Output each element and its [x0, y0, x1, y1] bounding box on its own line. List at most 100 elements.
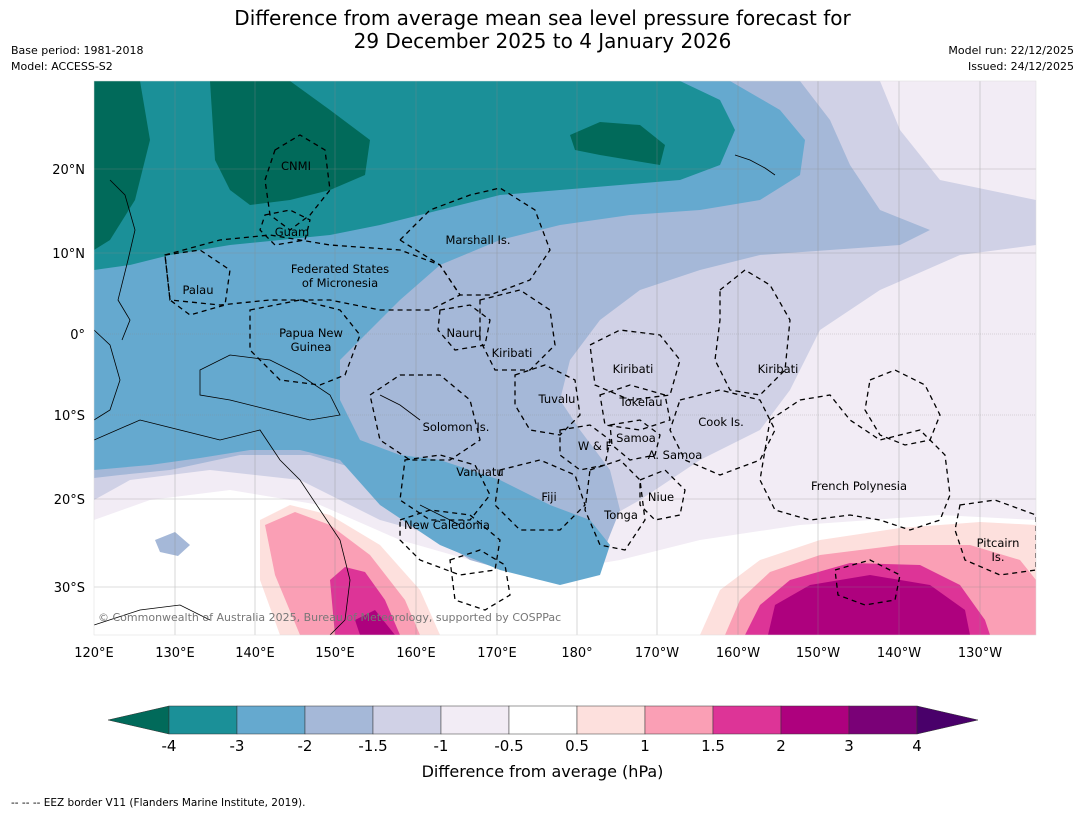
contour-plus-2-se [768, 575, 970, 635]
label-kiribati-east: Kiribati [758, 362, 799, 376]
y-tick-label: 30°S [54, 581, 85, 596]
contour-plus-1-5-sw [330, 567, 400, 635]
colorbar-under-arrow [107, 705, 170, 735]
coast-tasmania [94, 604, 211, 626]
label-palau: Palau [183, 283, 214, 297]
eez-cnmi [264, 134, 331, 231]
colorbar-segment [576, 705, 646, 735]
label-fsm-2: of Micronesia [302, 276, 378, 290]
colorbar-over-arrow [916, 705, 979, 735]
colorbar-segment [780, 705, 850, 735]
colorbar-segment [508, 705, 578, 735]
colorbar-segment [644, 705, 714, 735]
eez-pitcairn-south [834, 559, 901, 606]
coast-borneo [94, 329, 121, 421]
coast-new-caledonia [419, 504, 461, 526]
label-fiji: Fiji [541, 490, 556, 504]
colorbar-tick-label: -0.5 [494, 737, 523, 755]
colorbar-segment [236, 705, 306, 735]
colorbar-tick-label: 3 [844, 737, 854, 755]
x-tick-label: 170°E [477, 646, 517, 661]
eez-kiribati-e [714, 269, 791, 396]
eez-new-caledonia [399, 509, 501, 576]
eez-fr-polynesia [759, 394, 951, 531]
colorbar-tick-label: -2 [298, 737, 313, 755]
eez-guam [259, 209, 311, 246]
colorbar-segment [168, 705, 238, 735]
label-png-2: Guinea [291, 340, 332, 354]
x-tick-label: 170°W [635, 646, 679, 661]
label-png-1: Papua New [279, 326, 343, 340]
x-tick-label: 160°W [716, 646, 760, 661]
title-line-1: Difference from average mean sea level p… [234, 6, 851, 30]
eez-nauru [437, 304, 491, 351]
y-tick-label: 10°N [52, 247, 85, 262]
base-period: Base period: 1981-2018 [11, 44, 144, 57]
eez-marshall [398, 187, 551, 296]
eez-kiribati-w [479, 289, 556, 371]
colorbar-tick-label: -3 [230, 737, 245, 755]
colorbar-tick-label: 0.5 [565, 737, 589, 755]
colorbar-tick-label: -1 [434, 737, 449, 755]
label-cnmi: CNMI [281, 159, 311, 173]
contour-minus-4-west [210, 81, 370, 205]
label-kiribati-west: Kiribati [492, 346, 533, 360]
meta-left: Base period: 1981-2018 Model: ACCESS-S2 [11, 43, 143, 75]
coast-solomons [379, 394, 421, 421]
label-niue: Niue [648, 490, 674, 504]
eez-tonga [584, 459, 646, 551]
x-tick-label: 160°E [396, 646, 436, 661]
colorbar-segment [372, 705, 442, 735]
x-tick-label: 130°W [958, 646, 1002, 661]
eez-tuvalu [514, 364, 581, 436]
x-tick-label: 140°E [235, 646, 275, 661]
y-tick-label: 0° [70, 328, 85, 343]
eez-tokelau [599, 384, 671, 431]
eez-fr-polynesia-n [864, 369, 941, 446]
coast-hawaii [734, 154, 776, 176]
label-samoa: Samoa [616, 431, 656, 445]
colorbar-tick-label: 4 [912, 737, 922, 755]
coast-new-guinea [199, 354, 341, 421]
copyright-notice: © Commonwealth of Australia 2025, Bureau… [98, 611, 561, 624]
label-pitcairn-2: Is. [991, 550, 1004, 564]
eez-fiji [494, 459, 586, 531]
contour-plus-2-sw [355, 610, 395, 635]
x-tick-label: 130°E [155, 646, 195, 661]
colorbar: -4 -3 -2 -1.5 -1 -0.5 0.5 1 1.5 2 3 4 [107, 705, 979, 755]
label-nauru: Nauru [447, 326, 482, 340]
gridlines [94, 81, 1036, 635]
model-run: Model run: 22/12/2025 [948, 44, 1074, 57]
eez-footnote: -- -- -- EEZ border V11 (Flanders Marine… [11, 797, 306, 809]
colorbar-segments [168, 705, 918, 735]
coast-australia [94, 419, 351, 635]
coastlines [94, 154, 776, 635]
label-french-polynesia: French Polynesia [811, 479, 907, 493]
colorbar-tick-label: -1.5 [358, 737, 387, 755]
x-tick-label: 140°W [877, 646, 921, 661]
label-wf: W & F [578, 439, 612, 453]
contour-minus-4-coast [94, 81, 150, 250]
x-tick-label: 150°W [796, 646, 840, 661]
x-tick-label: 120°E [74, 646, 114, 661]
colorbar-segment [712, 705, 782, 735]
label-guam: Guam [275, 225, 309, 239]
colorbar-segment [440, 705, 510, 735]
coast-philippines [109, 179, 136, 341]
eez-solomon [369, 374, 481, 461]
label-marshall: Marshall Is. [445, 233, 510, 247]
colorbar-segment [848, 705, 918, 735]
y-axis-labels: 20°N 10°N 0° 10°S 20°S 30°S [52, 163, 85, 596]
label-cook: Cook Is. [698, 415, 743, 429]
eez-borders [164, 134, 1036, 611]
eez-fsm [164, 234, 461, 311]
place-labels: CNMI Guam Marshall Is. Palau Federated S… [183, 159, 1020, 564]
eez-pitcairn [954, 499, 1036, 576]
eez-norfolk [449, 549, 511, 611]
label-tuvalu: Tuvalu [538, 392, 576, 406]
colorbar-title: Difference from average (hPa) [421, 762, 664, 781]
eez-wf [559, 424, 611, 471]
y-tick-label: 20°S [54, 493, 85, 508]
model-name: Model: ACCESS-S2 [11, 60, 113, 73]
